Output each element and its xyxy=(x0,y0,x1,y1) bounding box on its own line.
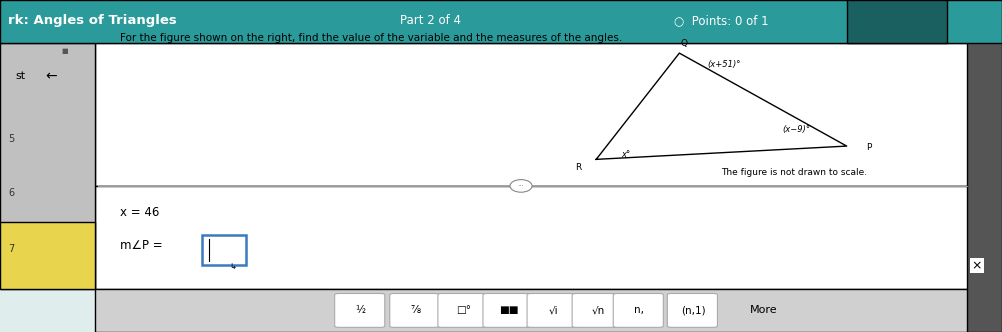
Text: m∠P =: m∠P = xyxy=(120,239,163,252)
Text: 7: 7 xyxy=(8,244,14,254)
FancyBboxPatch shape xyxy=(95,186,972,289)
Text: ½: ½ xyxy=(356,305,366,315)
FancyBboxPatch shape xyxy=(0,222,95,289)
FancyBboxPatch shape xyxy=(438,293,488,327)
Text: ×: × xyxy=(972,259,982,272)
Text: ←: ← xyxy=(45,69,57,83)
Text: x = 46: x = 46 xyxy=(120,206,159,219)
Text: Part 2 of 4: Part 2 of 4 xyxy=(401,14,461,27)
Ellipse shape xyxy=(510,180,532,192)
Text: (x+51)°: (x+51)° xyxy=(707,60,741,69)
FancyBboxPatch shape xyxy=(335,293,385,327)
Text: P: P xyxy=(866,143,872,152)
Text: x°: x° xyxy=(621,150,631,159)
FancyBboxPatch shape xyxy=(527,293,577,327)
Text: 6: 6 xyxy=(8,188,14,198)
Text: (x−9)°: (x−9)° xyxy=(783,125,811,134)
Text: √i: √i xyxy=(548,305,558,315)
FancyBboxPatch shape xyxy=(483,293,533,327)
Text: √n: √n xyxy=(591,305,605,315)
Text: Q: Q xyxy=(681,39,687,48)
Text: For the figure shown on the right, find the value of the variable and the measur: For the figure shown on the right, find … xyxy=(120,33,622,43)
FancyBboxPatch shape xyxy=(613,293,663,327)
FancyBboxPatch shape xyxy=(847,0,947,43)
Text: st: st xyxy=(15,71,25,81)
Text: □°: □° xyxy=(457,305,471,315)
Text: ■■: ■■ xyxy=(499,305,519,315)
FancyBboxPatch shape xyxy=(967,0,1002,332)
Text: 5: 5 xyxy=(8,134,14,144)
FancyBboxPatch shape xyxy=(0,43,95,289)
FancyBboxPatch shape xyxy=(572,293,622,327)
FancyBboxPatch shape xyxy=(95,43,972,186)
Text: ···: ··· xyxy=(518,183,524,189)
FancyBboxPatch shape xyxy=(667,293,717,327)
Text: More: More xyxy=(749,305,778,315)
FancyBboxPatch shape xyxy=(202,235,246,265)
FancyBboxPatch shape xyxy=(0,0,1002,43)
Text: R: R xyxy=(575,163,581,172)
Text: ■: ■ xyxy=(62,48,68,54)
FancyBboxPatch shape xyxy=(390,293,440,327)
Text: The figure is not drawn to scale.: The figure is not drawn to scale. xyxy=(721,168,868,177)
Text: (n,1): (n,1) xyxy=(681,305,705,315)
Text: ⅞: ⅞ xyxy=(411,305,421,315)
Text: n,: n, xyxy=(634,305,644,315)
Text: ↳: ↳ xyxy=(229,263,235,272)
Text: ○  Points: 0 of 1: ○ Points: 0 of 1 xyxy=(674,14,769,27)
FancyBboxPatch shape xyxy=(95,289,972,332)
Text: rk: Angles of Triangles: rk: Angles of Triangles xyxy=(8,14,176,27)
